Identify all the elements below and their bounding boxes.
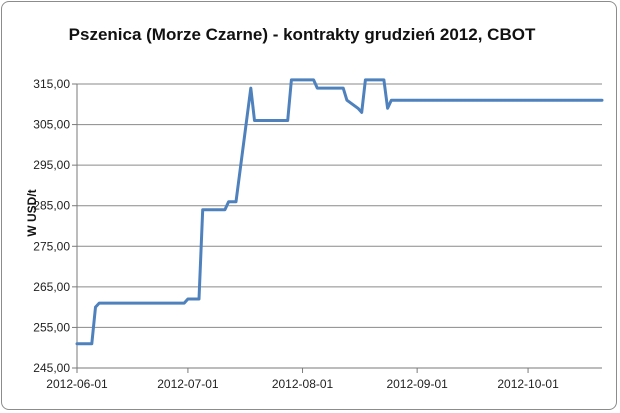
x-tick-label: 2012-10-01 [497,377,559,391]
y-axis-ticks: 245,00 255,00 265,00 275,00 285,00 295,00 305,… [33,77,77,375]
series-group [75,78,604,346]
gridlines [77,83,602,369]
series-line [75,78,604,346]
y-tick-label: 305,00 [33,118,70,132]
x-axis-ticks: 2012-06-01 2012-07-01 2012-08-01 2012-09-01… [46,368,559,391]
y-axis-label: W USD/t [25,189,39,236]
x-tick-label: 2012-06-01 [46,377,108,391]
x-tick-label: 2012-07-01 [157,377,219,391]
y-tick-label: 285,00 [33,199,70,213]
x-tick-label: 2012-09-01 [386,377,448,391]
y-tick-label: 255,00 [33,320,70,334]
y-tick-label: 265,00 [33,280,70,294]
y-tick-label: 315,00 [33,77,70,91]
y-tick-label: 275,00 [33,239,70,253]
chart-title: Pszenica (Morze Czarne) - kontrakty grud… [69,25,536,44]
y-tick-label: 295,00 [33,158,70,172]
y-tick-label: 245,00 [33,361,70,375]
x-tick-label: 2012-08-01 [272,377,334,391]
